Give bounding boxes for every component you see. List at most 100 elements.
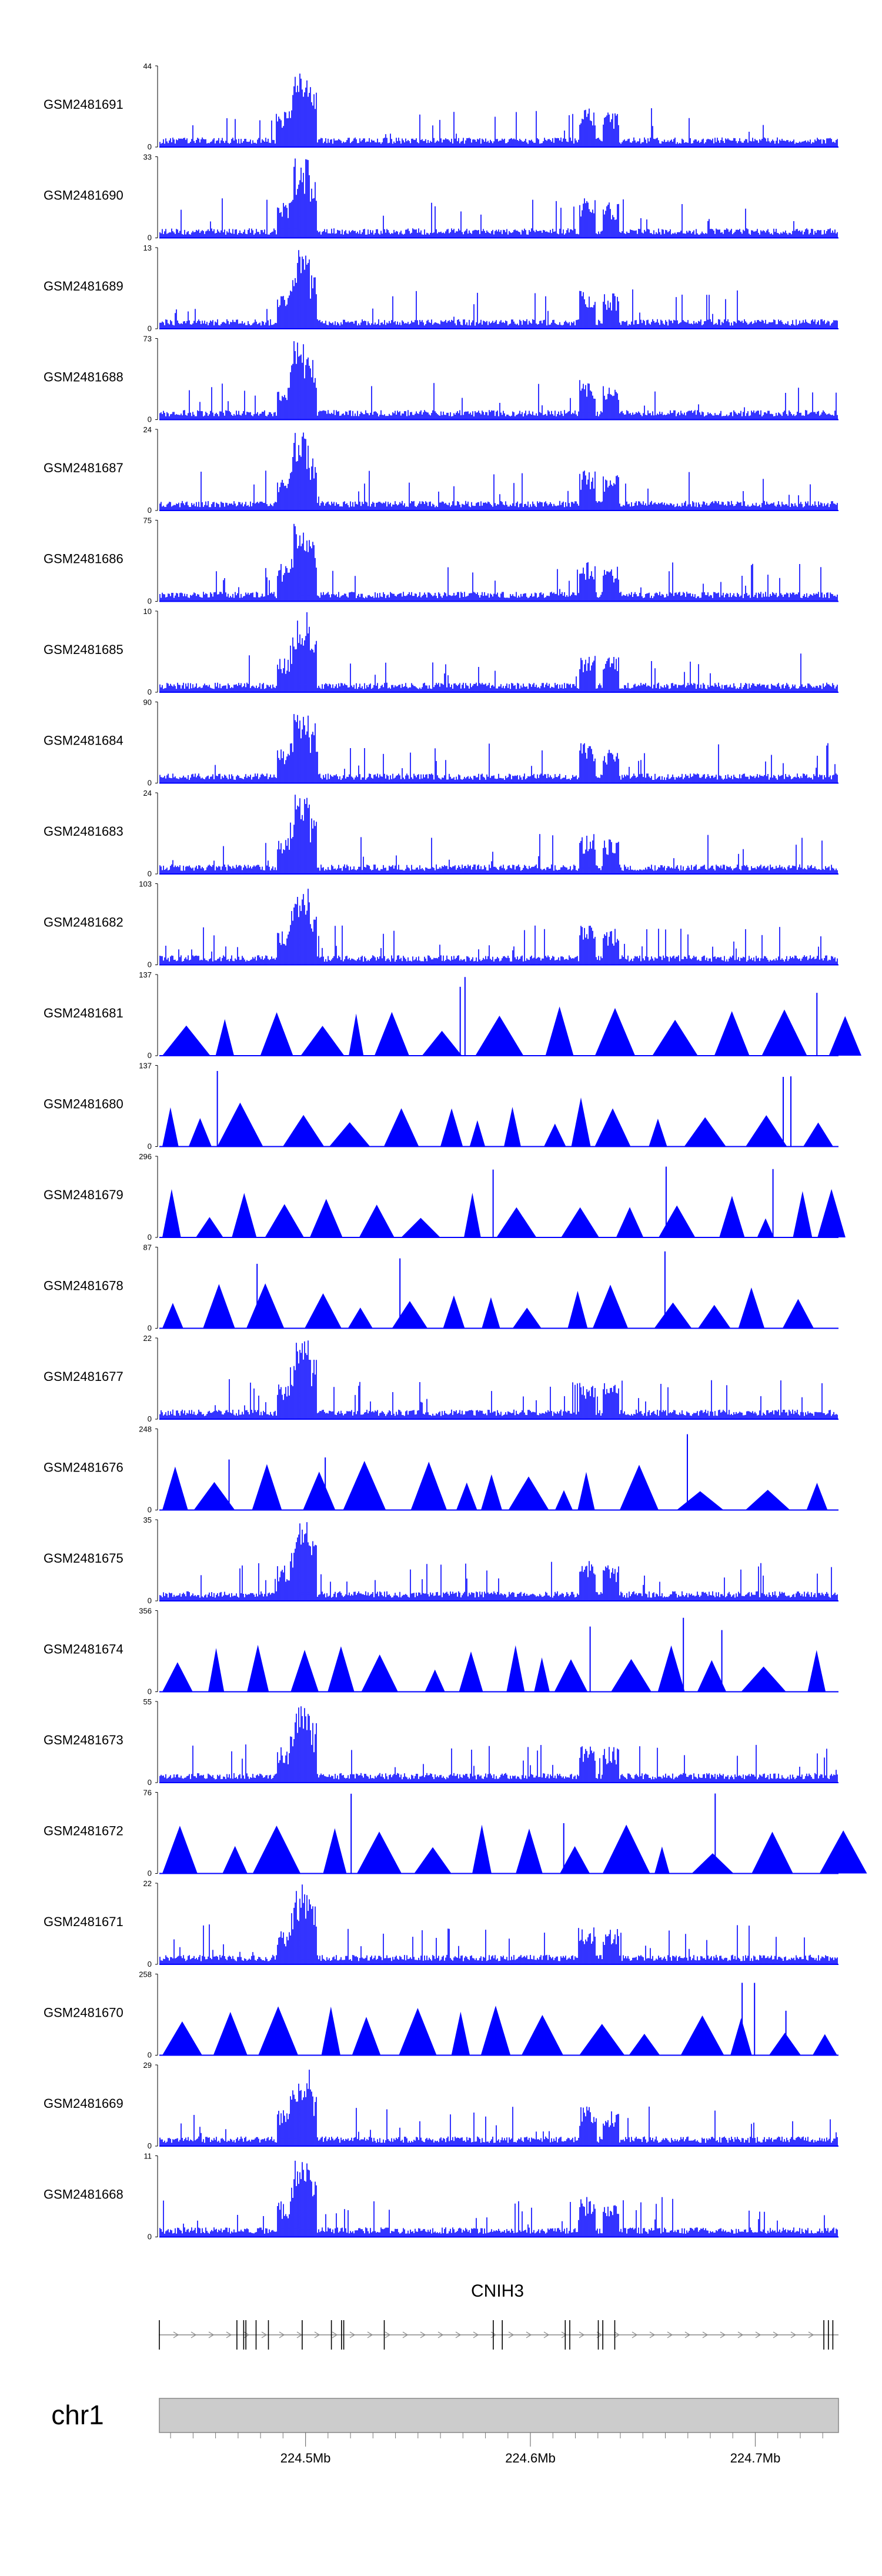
strand-arrow <box>455 2331 462 2338</box>
coverage-peak <box>383 1108 419 1147</box>
coverage-peak <box>213 2011 248 2056</box>
track-label: GSM2481686 <box>44 552 123 566</box>
coverage-peak <box>512 1307 542 1329</box>
y-axis-zero-label: 0 <box>148 1142 152 1151</box>
y-axis-max-label: 258 <box>139 1970 152 1979</box>
coverage-peak <box>616 1207 644 1237</box>
coverage-peak <box>309 1199 343 1237</box>
track-label: GSM2481688 <box>44 370 123 385</box>
coverage-peak <box>611 1659 652 1692</box>
chromosome-tick-label: 224.5Mb <box>280 2451 331 2465</box>
y-axis-zero-label: 0 <box>148 233 152 242</box>
coverage-peak <box>793 1191 813 1237</box>
strand-arrow <box>279 2331 285 2338</box>
coverage-peak <box>803 1122 833 1147</box>
coverage-signal <box>159 432 838 510</box>
coverage-signal <box>159 341 838 420</box>
coverage-peak <box>738 1287 765 1329</box>
coverage-peak <box>657 1645 685 1692</box>
strand-arrow <box>402 2331 409 2338</box>
track: GSM2481682 103 0 <box>44 880 838 969</box>
chromosome-tick-labels: 224.5Mb 224.6Mb 224.7Mb <box>280 2432 780 2465</box>
track: GSM2481669 29 0 <box>44 2061 838 2150</box>
coverage-signal <box>159 2160 838 2237</box>
strand-arrow <box>526 2331 532 2338</box>
y-axis-max-label: 73 <box>143 335 152 343</box>
coverage-peak <box>730 2018 752 2056</box>
strand-arrow <box>561 2331 567 2338</box>
track-label: GSM2481678 <box>44 1279 123 1293</box>
coverage-peak <box>203 1284 235 1329</box>
track-label: GSM2481677 <box>44 1369 123 1384</box>
coverage-peak <box>188 1118 212 1147</box>
y-axis-zero-label: 0 <box>148 1233 152 1242</box>
track: GSM2481683 24 0 <box>44 789 838 878</box>
coverage-peak <box>508 1476 549 1510</box>
track: GSM2481689 13 0 <box>44 243 838 333</box>
y-axis-zero-label: 0 <box>148 1051 152 1060</box>
coverage-peak <box>352 2017 381 2056</box>
y-axis-max-label: 22 <box>143 1879 152 1888</box>
track-label: GSM2481683 <box>44 824 123 839</box>
coverage-peak <box>472 1824 492 1874</box>
track: GSM2481676 248 0 <box>44 1425 838 1514</box>
coverage-peak <box>812 2034 837 2056</box>
y-axis-max-label: 24 <box>143 425 152 434</box>
coverage-peak <box>594 1007 636 1056</box>
y-axis-max-label: 76 <box>143 1788 152 1797</box>
track-label: GSM2481668 <box>44 2187 123 2202</box>
coverage-peak <box>260 1012 293 1056</box>
y-axis-max-label: 248 <box>139 1425 152 1434</box>
track: GSM2481672 76 0 <box>44 1788 867 1878</box>
coverage-peak <box>545 1006 574 1056</box>
strand-arrow <box>614 2331 620 2338</box>
coverage-peak <box>577 1471 595 1510</box>
coverage-peak <box>544 1123 566 1147</box>
coverage-peak <box>571 1097 591 1147</box>
track: GSM2481668 11 0 <box>44 2152 838 2241</box>
coverage-peak <box>217 1102 263 1147</box>
coverage-peak <box>659 1205 696 1237</box>
track-label: GSM2481675 <box>44 1551 123 1566</box>
coverage-peak <box>714 1011 750 1056</box>
coverage-peak <box>162 1662 193 1692</box>
track-label: GSM2481673 <box>44 1733 123 1747</box>
coverage-peak <box>757 1218 774 1237</box>
coverage-signal <box>159 1522 838 1601</box>
coverage-peak <box>602 1824 650 1874</box>
strand-arrow <box>385 2331 391 2338</box>
coverage-peak <box>440 1108 463 1147</box>
coverage-peak <box>654 1846 670 1874</box>
coverage-peak <box>283 1115 325 1147</box>
y-axis-zero-label: 0 <box>148 2051 152 2060</box>
y-axis-zero-label: 0 <box>148 1596 152 1605</box>
coverage-peak <box>619 1464 659 1510</box>
coverage-peak <box>475 1016 524 1056</box>
coverage-peak <box>414 1847 452 1874</box>
strand-arrow <box>790 2331 797 2338</box>
gene-exons <box>159 2320 834 2350</box>
strand-arrow <box>508 2331 514 2338</box>
coverage-peak <box>162 1303 183 1329</box>
coverage-signal <box>159 795 838 874</box>
coverage-peak <box>741 1666 786 1692</box>
coverage-peak <box>480 2006 511 2056</box>
track: GSM2481677 22 0 <box>44 1334 838 1423</box>
coverage-peak <box>676 1491 724 1510</box>
coverage-peak <box>459 1651 483 1692</box>
coverage-signal <box>159 74 838 147</box>
track: GSM2481675 35 0 <box>44 1516 838 1605</box>
y-axis-max-label: 44 <box>143 62 152 71</box>
coverage-signal <box>159 523 838 602</box>
coverage-peak <box>305 1293 342 1329</box>
y-axis-max-label: 22 <box>143 1334 152 1343</box>
coverage-peak <box>456 1482 477 1510</box>
y-axis-max-label: 75 <box>143 516 152 525</box>
strand-arrow <box>720 2331 726 2338</box>
track-label: GSM2481689 <box>44 279 123 293</box>
strand-arrow <box>773 2331 779 2338</box>
track: GSM2481684 90 0 <box>44 698 838 788</box>
strand-arrow <box>667 2331 673 2338</box>
coverage-peak <box>162 1466 188 1510</box>
